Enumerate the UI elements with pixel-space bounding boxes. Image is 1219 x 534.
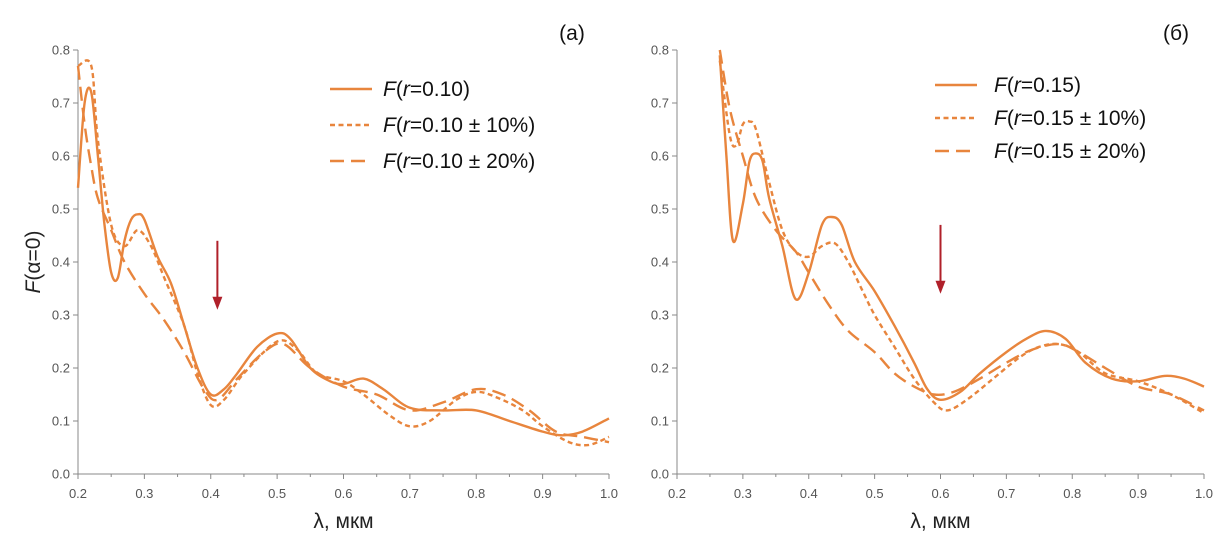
marker-arrow-head xyxy=(935,280,946,294)
y-axis-title: F(α=0) xyxy=(22,231,45,294)
x-tick-label: 0.4 xyxy=(800,486,818,501)
y-tick-label: 0.6 xyxy=(651,149,669,164)
y-tick-label: 0.7 xyxy=(651,96,669,111)
marker-arrow-head xyxy=(212,296,223,310)
legend-label: F(r=0.10 ± 20%) xyxy=(383,150,535,173)
legend-label: F(r=0.15) xyxy=(994,74,1081,97)
series-line-solid xyxy=(718,55,1205,402)
chart-panel-a: 0.0 0.1 0.2 0.3 0.4 0.5 0.6 0.7 0.8 0.2 0.3 0.4 0.5 0… xyxy=(22,22,618,533)
x-tick-label: 0.7 xyxy=(401,486,419,501)
series-line-solid xyxy=(76,86,610,437)
legend: F(r=0.15) F(r=0.15 ± 10%) F(r=0.15 ± 20%) xyxy=(935,74,1146,163)
x-tick-label: 0.8 xyxy=(1063,486,1081,501)
y-tick-label: 0.8 xyxy=(651,43,669,58)
x-tick-label: 0.2 xyxy=(69,486,87,501)
y-tick-label: 0.4 xyxy=(52,255,70,270)
x-tick-label: 0.7 xyxy=(997,486,1015,501)
series-line-short-dash xyxy=(77,59,610,447)
x-axis-title: λ, мкм xyxy=(313,510,373,533)
y-tick-label: 0.1 xyxy=(52,414,70,429)
y-tick-label: 0.8 xyxy=(52,43,70,58)
panel-label: (б) xyxy=(1163,22,1189,45)
y-tick-label: 0.1 xyxy=(651,414,669,429)
y-tick-label: 0.0 xyxy=(651,467,669,482)
y-tick-label: 0.4 xyxy=(651,255,669,270)
x-tick-label: 0.9 xyxy=(1129,486,1147,501)
y-tick-label: 0.0 xyxy=(52,467,70,482)
y-tick-label: 0.2 xyxy=(651,361,669,376)
series-line-long-dash xyxy=(718,49,1205,412)
y-tick-label: 0.5 xyxy=(651,202,669,217)
x-tick-label: 0.2 xyxy=(668,486,686,501)
x-tick-label: 0.6 xyxy=(334,486,352,501)
chart-panel-b: 0.0 0.1 0.2 0.3 0.4 0.5 0.6 0.7 0.8 0.2 0.3 0.4 0.5 0… xyxy=(651,22,1213,533)
series-line-long-dash xyxy=(76,65,610,444)
y-tick-label: 0.6 xyxy=(52,149,70,164)
x-axis-title: λ, мкм xyxy=(910,510,970,533)
legend-label: F(r=0.15 ± 10%) xyxy=(994,107,1146,130)
y-tick-label: 0.7 xyxy=(52,96,70,111)
y-tick-label: 0.2 xyxy=(52,361,70,376)
x-tick-label: 0.4 xyxy=(202,486,220,501)
legend-label: F(r=0.10 ± 10%) xyxy=(383,114,535,137)
legend-label: F(r=0.15 ± 20%) xyxy=(994,140,1146,163)
y-tick-label: 0.5 xyxy=(52,202,70,217)
x-tick-label: 0.6 xyxy=(931,486,949,501)
x-tick-label: 1.0 xyxy=(600,486,618,501)
x-tick-label: 1.0 xyxy=(1195,486,1213,501)
y-tick-label: 0.3 xyxy=(52,308,70,323)
x-tick-label: 0.9 xyxy=(534,486,552,501)
x-tick-label: 0.5 xyxy=(268,486,286,501)
y-tick-label: 0.3 xyxy=(651,308,669,323)
legend: F(r=0.10) F(r=0.10 ± 10%) F(r=0.10 ± 20%) xyxy=(330,78,535,173)
x-tick-label: 0.3 xyxy=(734,486,752,501)
x-tick-label: 0.5 xyxy=(866,486,884,501)
legend-label: F(r=0.10) xyxy=(383,78,470,101)
x-tick-label: 0.3 xyxy=(135,486,153,501)
x-tick-label: 0.8 xyxy=(467,486,485,501)
series-line-short-dash xyxy=(718,60,1205,415)
panel-label: (a) xyxy=(559,22,585,45)
